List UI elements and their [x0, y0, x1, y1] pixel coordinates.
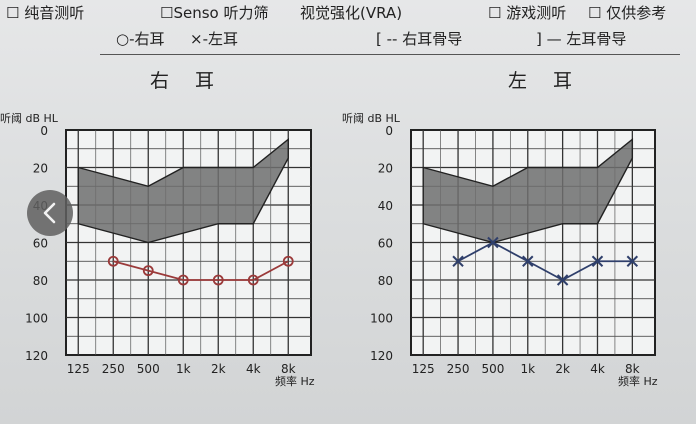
- y-tick-label: 120: [25, 349, 48, 363]
- y-tick-label: 60: [33, 237, 48, 251]
- x-tick-label: 1k: [176, 362, 191, 376]
- series-line: [457, 241, 633, 282]
- x-axis-label: 频率 Hz: [275, 374, 315, 388]
- option-reference: ☐ 仅供参考: [588, 4, 667, 22]
- x-tick-label: 2k: [211, 362, 226, 376]
- x-tick-label: 250: [447, 362, 470, 376]
- divider: [100, 54, 680, 55]
- x-tick-label: 8k: [625, 362, 640, 376]
- y-tick-label: 40: [378, 199, 393, 213]
- data-point: [107, 255, 119, 267]
- y-tick-label: 0: [385, 124, 393, 138]
- x-tick-label: 500: [481, 362, 504, 376]
- x-tick-label: 250: [102, 362, 125, 376]
- right-ear-title: 右 耳: [150, 70, 225, 92]
- x-tick-label: 1k: [520, 362, 535, 376]
- y-axis-label: 听阈 dB HL: [342, 111, 401, 125]
- x-tick-label: 4k: [246, 362, 261, 376]
- symbol-legend: ○-右耳 ×-左耳 [ -- 右耳骨导 ] — 左耳骨导: [0, 28, 696, 50]
- data-point: [177, 274, 189, 286]
- y-tick-label: 20: [378, 162, 393, 176]
- option-vra: 视觉强化(VRA): [300, 4, 403, 22]
- y-tick-label: 80: [378, 274, 393, 288]
- data-point: [452, 255, 464, 267]
- x-tick-label: 125: [67, 362, 90, 376]
- y-tick-label: 0: [40, 124, 48, 138]
- test-type-options: ☐ 纯音测听 ☐Senso 听力筛 视觉强化(VRA) ☐ 游戏测听 ☐ 仅供参…: [0, 2, 696, 22]
- x-tick-label: 125: [412, 362, 435, 376]
- x-tick-label: 2k: [555, 362, 570, 376]
- y-axis-label: 听阈 dB HL: [0, 111, 59, 125]
- y-tick-label: 60: [378, 237, 393, 251]
- option-play: ☐ 游戏测听: [488, 4, 567, 22]
- left-ear-audiogram: 0 20 40 60 80 100 120 125 250 500 1k 2k 4k 8k 听阈 dB HL…: [342, 111, 658, 388]
- data-point: [487, 236, 499, 249]
- data-point: [556, 274, 569, 286]
- data-point: [522, 255, 534, 267]
- left-ear-title: 左 耳: [508, 70, 583, 92]
- legend-right-bone: [ -- 右耳骨导: [376, 30, 463, 48]
- data-point: [626, 255, 639, 267]
- x-tick-label: 500: [137, 362, 160, 376]
- y-tick-label: 80: [33, 274, 48, 288]
- y-tick-label: 100: [370, 312, 393, 326]
- y-tick-label: 100: [25, 312, 48, 326]
- legend-right-ear: ○-右耳: [116, 30, 165, 48]
- data-point: [591, 255, 604, 267]
- option-senso: ☐Senso 听力筛: [160, 4, 269, 22]
- speech-banana: [77, 137, 289, 244]
- y-tick-label: 20: [33, 162, 48, 176]
- data-point: [282, 255, 294, 267]
- legend-left-ear: ×-左耳: [190, 30, 238, 48]
- x-tick-label: 8k: [281, 362, 296, 376]
- legend-left-bone: ] — 左耳骨导: [536, 30, 627, 48]
- chevron-left-icon: [43, 202, 56, 224]
- option-pure-tone: ☐ 纯音测听: [6, 4, 85, 22]
- data-point: [212, 274, 224, 286]
- previous-button[interactable]: [27, 190, 73, 236]
- y-tick-label: 120: [370, 349, 393, 363]
- data-point: [142, 265, 154, 277]
- x-tick-label: 4k: [590, 362, 605, 376]
- series-line: [113, 260, 289, 281]
- x-axis-label: 频率 Hz: [618, 374, 658, 388]
- speech-banana: [422, 137, 634, 244]
- data-point: [247, 274, 259, 286]
